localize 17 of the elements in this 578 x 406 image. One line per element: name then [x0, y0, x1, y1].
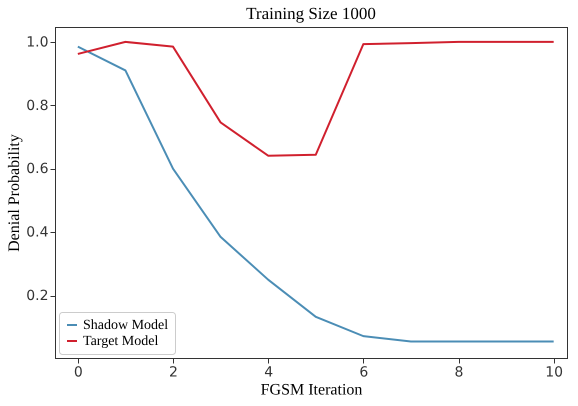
legend-label: Target Model	[83, 334, 158, 349]
y-tick-label: 1.0	[26, 34, 48, 50]
x-tick-label: 6	[359, 364, 368, 380]
y-axis-title: Denial Probability	[6, 134, 24, 252]
x-tick-label: 0	[74, 364, 83, 380]
x-axis-title: FGSM Iteration	[260, 382, 362, 398]
y-tick-label: 0.4	[26, 224, 49, 241]
x-tick-label: 4	[264, 364, 274, 380]
legend-label: Shadow Model	[83, 318, 168, 333]
x-tick-label: 10	[545, 364, 564, 380]
y-tick-label: 0.8	[26, 98, 48, 114]
chart-title: Training Size 1000	[246, 4, 376, 23]
x-tick-label: 8	[454, 364, 464, 380]
x-tick-label: 2	[169, 364, 178, 380]
y-tick-label: 0.6	[26, 161, 49, 178]
line-series	[76, 40, 555, 157]
y-tick-label: 0.2	[26, 288, 48, 304]
